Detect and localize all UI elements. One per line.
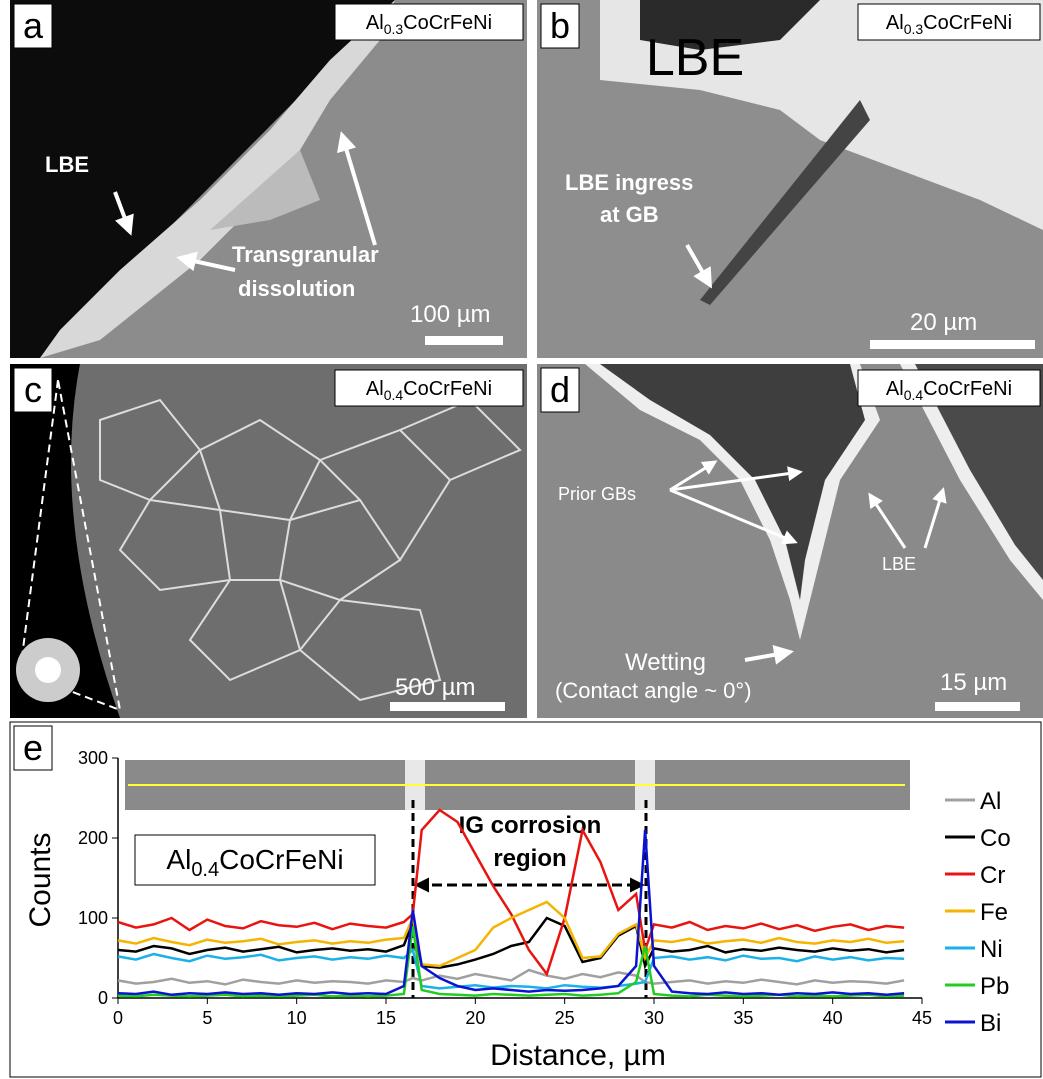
x-tick-label: 5	[202, 1008, 212, 1028]
annotation: Prior GBs	[558, 484, 636, 504]
legend-label: Bi	[980, 1010, 1001, 1037]
x-tick-label: 40	[823, 1008, 843, 1028]
panel-a: LBE Transgranular dissolution 100 µm a A…	[10, 0, 527, 358]
panel-letter: c	[24, 369, 42, 410]
panel-letter: a	[23, 5, 44, 46]
annotation: LBE	[882, 554, 916, 574]
annotation: LBE	[45, 152, 89, 177]
panel-b: LBE LBE ingress at GB 20 µm b Al0.3CoCrF…	[537, 0, 1043, 358]
scale-label: 100 µm	[410, 301, 491, 328]
y-tick-label: 300	[78, 748, 108, 768]
legend-label: Co	[980, 825, 1011, 852]
panel-letter: b	[550, 5, 570, 46]
y-axis-label: Counts	[24, 832, 57, 927]
x-tick-label: 20	[465, 1008, 485, 1028]
legend-label: Pb	[980, 973, 1009, 1000]
annotation: (Contact angle ~ 0°)	[555, 678, 752, 703]
annotation: LBE	[646, 29, 744, 87]
legend-label: Fe	[980, 899, 1008, 926]
y-tick-label: 100	[78, 908, 108, 928]
x-tick-label: 35	[733, 1008, 753, 1028]
annotation: Wetting	[625, 649, 706, 676]
panel-e: e Al0.4CoCrFeNi IG corrosion region Dist…	[10, 722, 1041, 1077]
legend-label: Cr	[980, 862, 1005, 889]
x-tick-label: 10	[287, 1008, 307, 1028]
panel-d: Prior GBs LBE Wetting (Contact angle ~ 0…	[537, 364, 1043, 718]
annotation: at GB	[600, 202, 659, 227]
x-tick-label: 0	[113, 1008, 123, 1028]
annotation: IG corrosion	[459, 812, 602, 839]
x-tick-label: 15	[376, 1008, 396, 1028]
legend-label: Ni	[980, 936, 1003, 963]
panel-c: 500 µm c Al0.4CoCrFeNi	[10, 364, 527, 718]
x-axis-label: Distance, µm	[490, 1039, 666, 1072]
panel-letter: d	[550, 369, 570, 410]
x-tick-label: 30	[644, 1008, 664, 1028]
x-tick-label: 45	[912, 1008, 932, 1028]
legend-label: Al	[980, 788, 1001, 815]
y-tick-label: 0	[98, 988, 108, 1008]
scale-label: 500 µm	[395, 674, 476, 701]
annotation: Transgranular	[232, 242, 379, 267]
panel-letter: e	[23, 727, 43, 768]
scale-label: 20 µm	[910, 309, 977, 336]
annotation: region	[493, 845, 566, 872]
y-tick-label: 200	[78, 828, 108, 848]
scale-label: 15 µm	[940, 669, 1007, 696]
annotation: LBE ingress	[565, 170, 693, 195]
x-tick-label: 25	[555, 1008, 575, 1028]
figure: LBE Transgranular dissolution 100 µm a A…	[0, 0, 1043, 1079]
annotation: dissolution	[238, 276, 355, 301]
